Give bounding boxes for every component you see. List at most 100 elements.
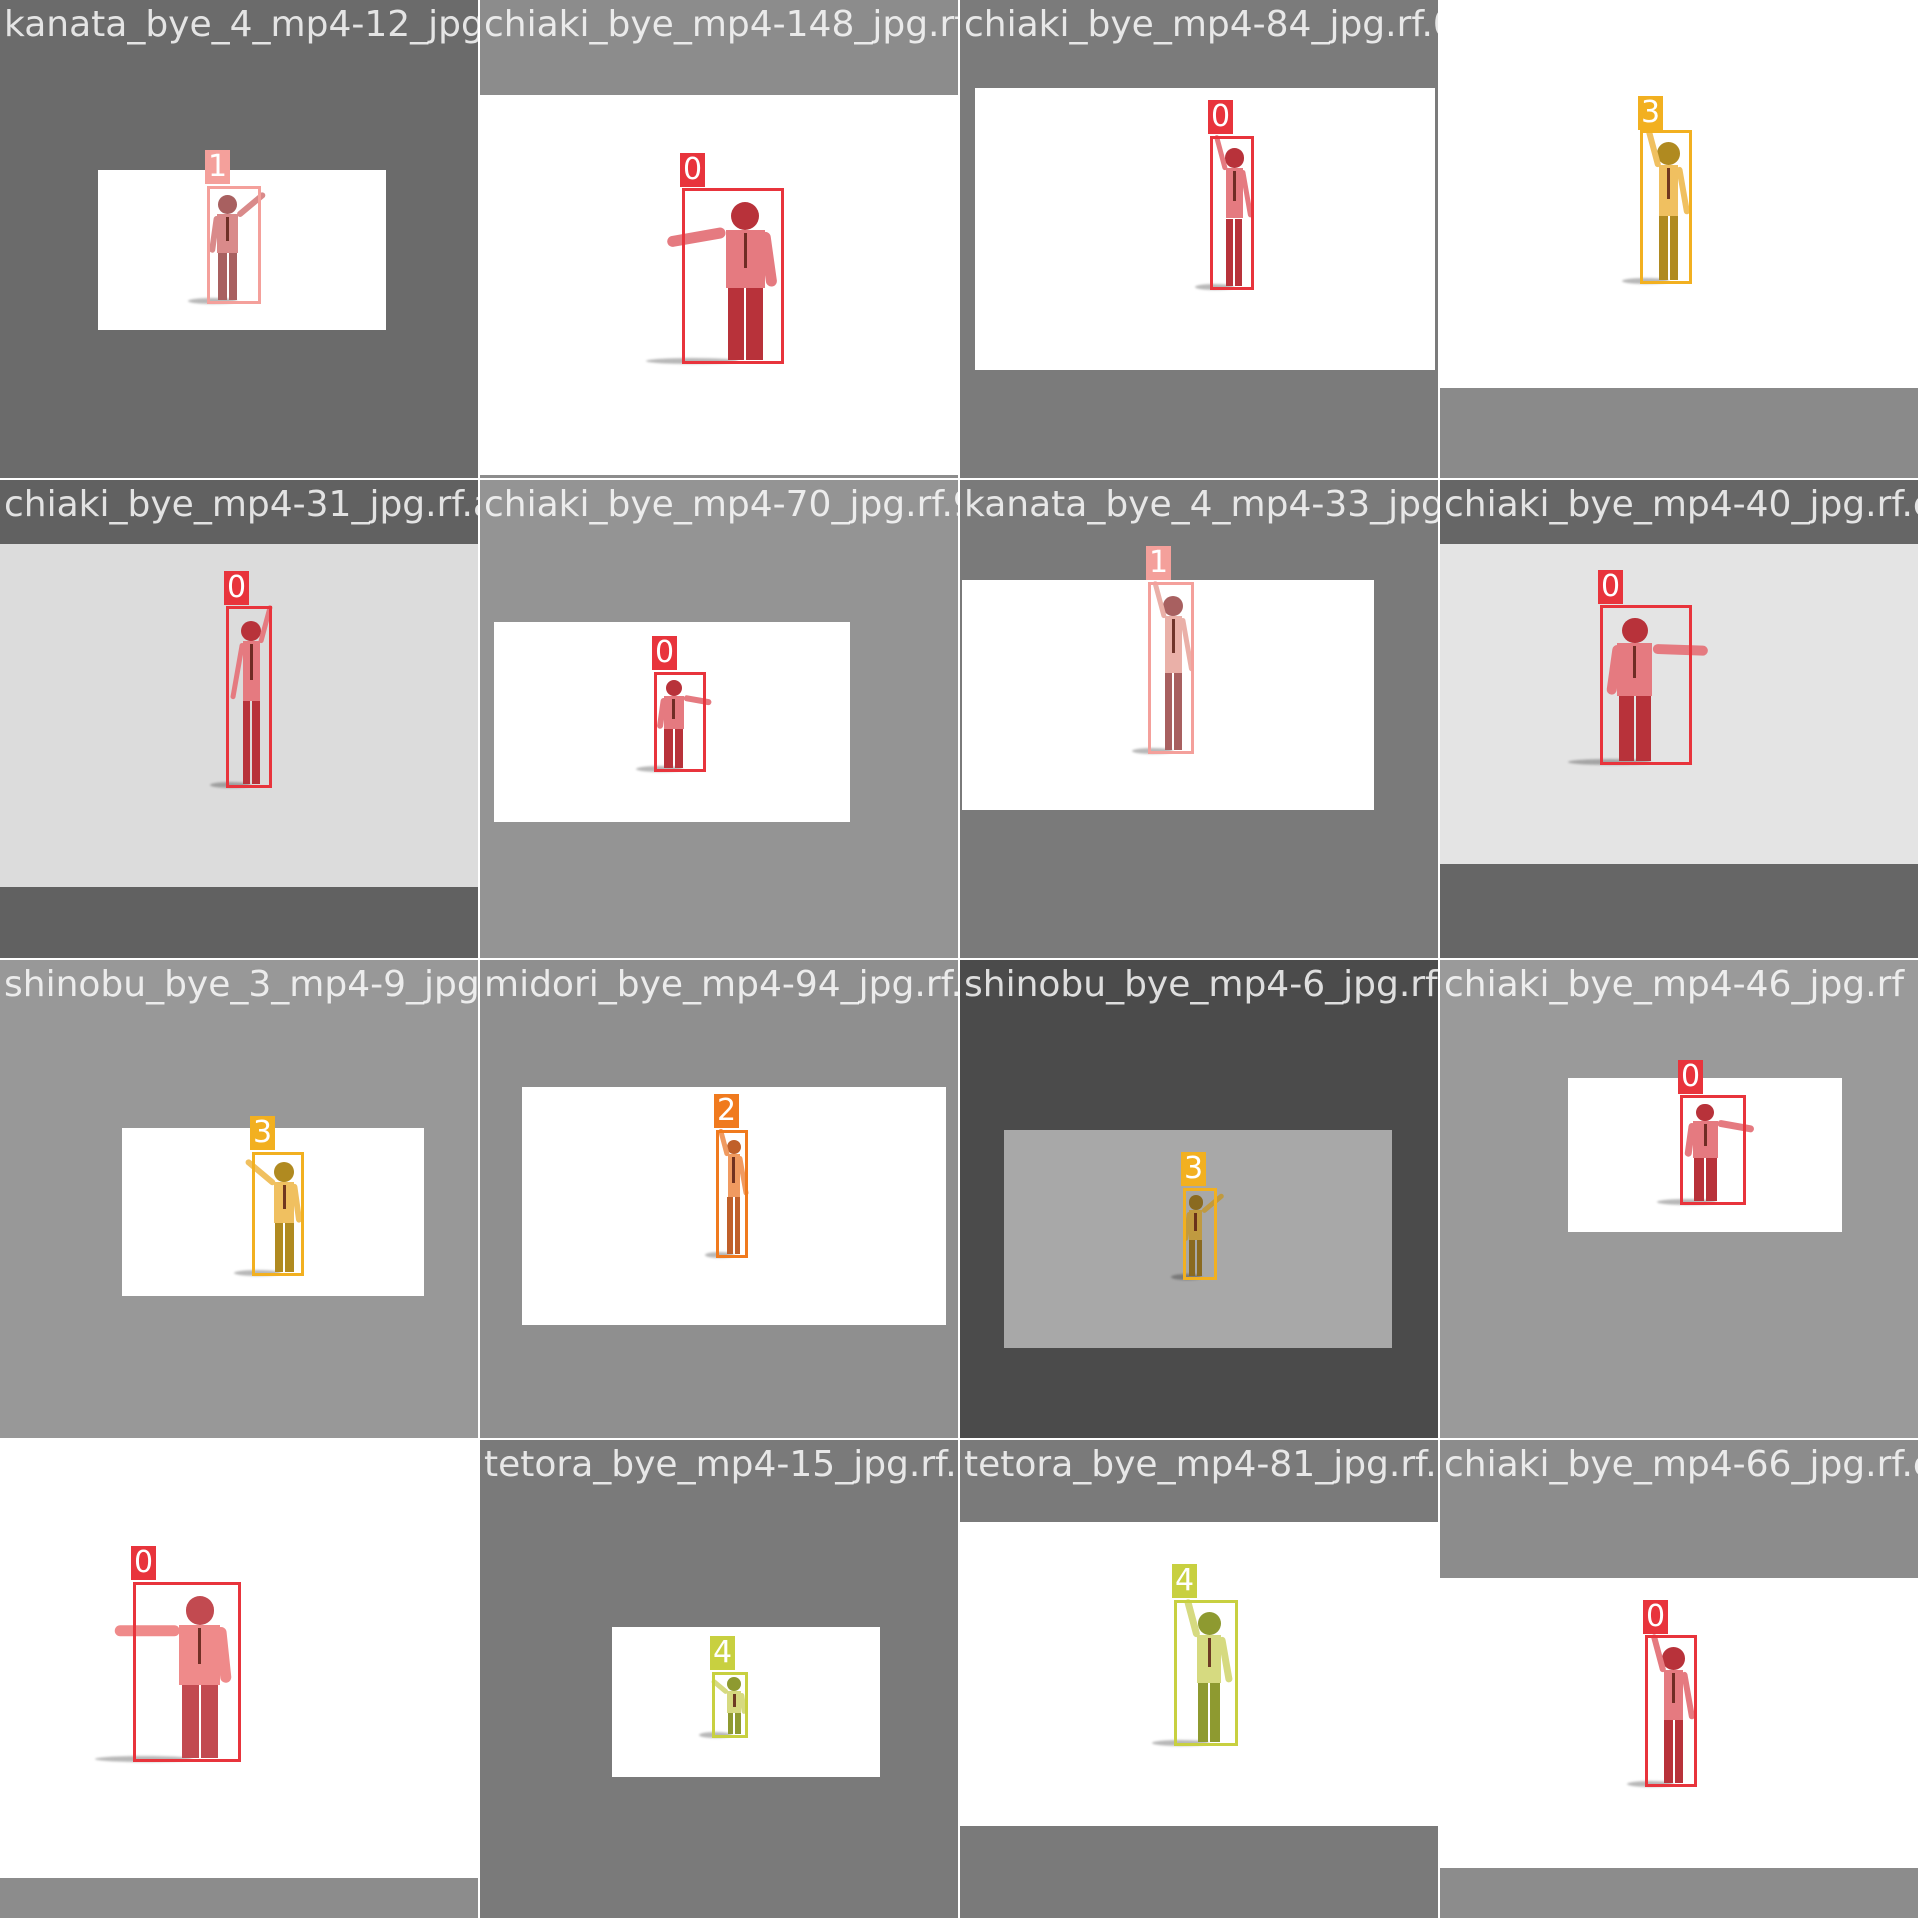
bounding-box xyxy=(682,188,784,364)
image-filename-caption: tetora_bye_mp4-15_jpg.rf.0f xyxy=(484,1444,958,1485)
person-figure xyxy=(654,672,712,772)
class-label: 0 xyxy=(224,571,250,605)
person-tie xyxy=(1232,170,1236,202)
person-head xyxy=(1224,148,1244,168)
person-right-leg xyxy=(1235,218,1243,286)
image-filename-caption: chiaki_bye_mp4-46_jpg.rf xyxy=(1444,964,1905,1005)
sample-image xyxy=(1440,0,1918,388)
person-figure xyxy=(710,1672,748,1738)
person-head xyxy=(241,620,262,641)
sample-image xyxy=(1440,544,1918,864)
person-right-leg xyxy=(200,1684,219,1758)
mosaic-tile: 0 chiaki_bye_mp4-66_jpg.rf.e0 xyxy=(1440,1440,1918,1918)
person-figure xyxy=(716,1128,750,1258)
padding-band xyxy=(0,1878,478,1918)
class-label: 0 xyxy=(1643,1600,1669,1634)
bounding-box xyxy=(226,606,272,788)
person-right-leg xyxy=(734,1196,740,1254)
mosaic-tile: 0 chiaki_bye_mp4-16_jpg.rf.9d xyxy=(0,1440,478,1918)
class-label: 0 xyxy=(652,636,678,670)
bounding-box xyxy=(654,672,706,772)
person-right-leg xyxy=(228,253,238,300)
person-figure xyxy=(666,188,784,364)
class-label: 3 xyxy=(1638,96,1664,130)
person-tie xyxy=(1667,168,1671,199)
person-left-leg xyxy=(242,700,251,784)
person-left-leg xyxy=(1664,1720,1673,1783)
class-label: 0 xyxy=(1598,570,1624,604)
person-right-leg xyxy=(1635,696,1651,761)
sample-image xyxy=(975,88,1435,370)
person-left-leg xyxy=(1693,1157,1705,1201)
person-head xyxy=(1197,1611,1221,1636)
bounding-box xyxy=(133,1582,241,1762)
class-label: 1 xyxy=(205,150,231,184)
class-label: 0 xyxy=(1678,1060,1704,1094)
person-left-leg xyxy=(727,1713,734,1734)
bounding-box xyxy=(1640,130,1692,284)
mosaic-tile: 3 shinobu_bye_3_mp4-9_jpg.rf. xyxy=(0,960,478,1438)
person-figure xyxy=(1600,605,1708,765)
image-filename-caption: chiaki_bye_mp4-66_jpg.rf.e0 xyxy=(1444,1444,1918,1485)
mosaic-tile: 4 tetora_bye_mp4-81_jpg.rf.bd xyxy=(960,1440,1438,1918)
image-filename-caption: kanata_bye_4_mp4-33_jpg.rf.c xyxy=(964,484,1438,525)
person-figure xyxy=(1174,1598,1238,1746)
image-filename-caption: chiaki_bye_mp4-84_jpg.rf.0f xyxy=(964,4,1438,45)
person-left-leg xyxy=(664,729,673,768)
person-left-leg xyxy=(274,1222,284,1272)
person-right-leg xyxy=(285,1222,294,1272)
image-filename-caption: chiaki_bye_mp4-70_jpg.rf.91 xyxy=(484,484,958,525)
bounding-box xyxy=(1174,1600,1238,1746)
sample-image xyxy=(480,95,958,475)
person-right-leg xyxy=(1174,672,1182,750)
image-filename-caption: shinobu_bye_mp4-0_jpg.rf.7 xyxy=(1444,4,1918,45)
bounding-box xyxy=(1183,1188,1217,1280)
person-head xyxy=(1622,617,1648,644)
class-label: 2 xyxy=(714,1094,740,1128)
person-tie xyxy=(1703,1124,1707,1147)
person-left-leg xyxy=(1659,216,1668,280)
image-filename-caption: shinobu_bye_3_mp4-9_jpg.rf. xyxy=(4,964,478,1005)
image-filename-caption: midori_bye_mp4-94_jpg.rf.1 xyxy=(484,964,958,1005)
sample-image xyxy=(122,1128,424,1296)
person-head xyxy=(218,195,237,215)
person-head xyxy=(1696,1103,1714,1122)
person-tie xyxy=(249,643,253,680)
person-head xyxy=(726,1140,741,1155)
image-filename-caption: chiaki_bye_mp4-16_jpg.rf.9d xyxy=(4,1444,478,1485)
person-figure xyxy=(226,604,273,788)
image-filename-caption: chiaki_bye_mp4-40_jpg.rf.c4 xyxy=(1444,484,1918,525)
mosaic-tile: 4 tetora_bye_mp4-15_jpg.rf.0f xyxy=(480,1440,958,1918)
person-tie xyxy=(732,1157,736,1183)
mosaic-tile: 0 chiaki_bye_mp4-148_jpg.rf.5b xyxy=(480,0,958,478)
person-head xyxy=(274,1161,295,1182)
mosaic-tile: 1 kanata_bye_4_mp4-12_jpg.rf. xyxy=(0,0,478,478)
person-tie xyxy=(1207,1638,1211,1667)
class-label: 4 xyxy=(710,1636,736,1670)
person-right-leg xyxy=(1210,1683,1221,1742)
person-right-leg xyxy=(746,288,763,360)
person-tie xyxy=(1171,619,1175,654)
person-right-leg xyxy=(735,1713,742,1734)
person-tie xyxy=(743,233,747,269)
bounding-box xyxy=(716,1130,748,1258)
person-head xyxy=(185,1596,215,1626)
bounding-box xyxy=(207,186,261,304)
mosaic-tile: 0 chiaki_bye_mp4-40_jpg.rf.c4 xyxy=(1440,480,1918,958)
person-head xyxy=(665,680,682,696)
person-head xyxy=(1188,1195,1204,1211)
bounding-box xyxy=(712,1672,748,1738)
person-tie xyxy=(1633,646,1637,679)
person-left-leg xyxy=(1197,1683,1209,1742)
person-right-leg xyxy=(1706,1157,1717,1201)
person-figure xyxy=(1148,580,1194,754)
class-label: 3 xyxy=(1181,1152,1207,1186)
bounding-box xyxy=(1600,605,1692,765)
person-tie xyxy=(672,699,676,719)
person-left-leg xyxy=(181,1684,199,1758)
image-filename-caption: chiaki_bye_mp4-148_jpg.rf.5b xyxy=(484,4,958,45)
mosaic-tile: 1 kanata_bye_4_mp4-33_jpg.rf.c xyxy=(960,480,1438,958)
class-label: 4 xyxy=(1172,1564,1198,1598)
person-figure xyxy=(1645,1633,1697,1787)
